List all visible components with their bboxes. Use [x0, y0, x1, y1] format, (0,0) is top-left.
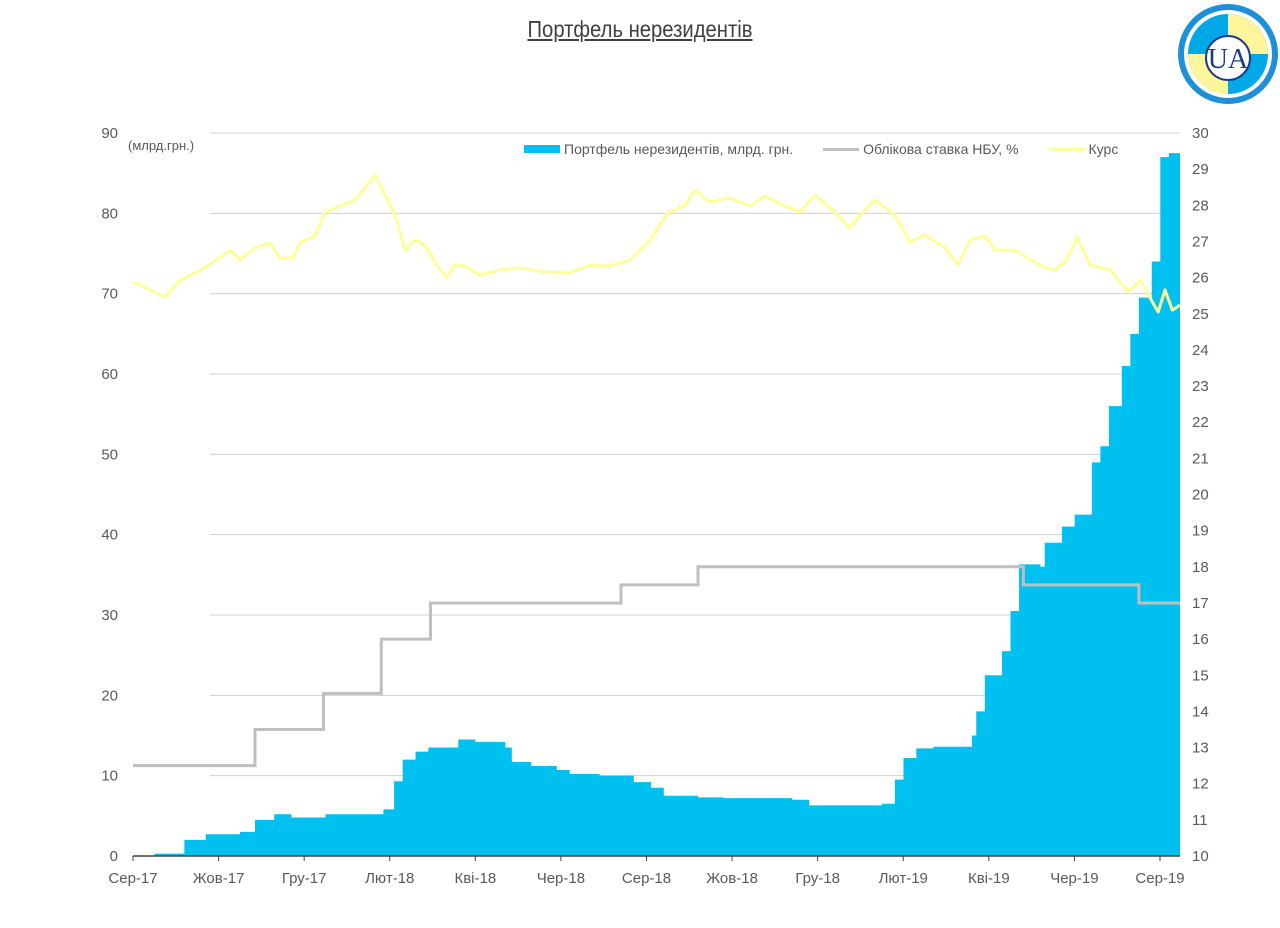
y-right-tick-label: 28	[1192, 197, 1209, 214]
y-right-tick-label: 21	[1192, 450, 1209, 467]
x-tick-label: Гру-18	[795, 870, 840, 887]
legend-label-kurs: Курс	[1088, 141, 1119, 157]
y-right-tick-label: 29	[1192, 161, 1209, 178]
y-right-tick-label: 23	[1192, 378, 1209, 395]
y-left-tick-label: 70	[101, 286, 118, 303]
legend-swatch-kurs	[1048, 147, 1085, 151]
legend-swatch-portfolio	[524, 145, 560, 153]
ua-logo: UA	[1178, 4, 1278, 104]
y-right-tick-label: 19	[1192, 523, 1209, 540]
legend-swatch-rate	[823, 147, 860, 151]
x-tick-label: Сер-19	[1135, 870, 1184, 887]
y-right-tick-label: 17	[1192, 595, 1209, 612]
y-left-tick-label: 20	[101, 687, 118, 704]
x-tick-label: Гру-17	[282, 870, 327, 887]
y-right-tick-label: 13	[1192, 740, 1209, 757]
x-tick-label: Кві-19	[968, 870, 1010, 887]
y-right-tick-label: 16	[1192, 631, 1209, 648]
y-right-tick-label: 14	[1192, 703, 1209, 720]
rate-line	[133, 565, 1180, 768]
left-axis-unit: (млрд.грн.)	[128, 138, 195, 153]
x-tick-label: Кві-18	[454, 870, 496, 887]
x-tick-label: Чер-19	[1050, 870, 1098, 887]
chart-title: Портфель нерезидентів	[527, 16, 753, 42]
y-left-tick-label: 60	[101, 366, 118, 383]
legend-item-kurs: Курс	[1048, 141, 1119, 157]
y-left-tick-label: 80	[101, 205, 118, 222]
x-tick-label: Сер-17	[108, 870, 157, 887]
y-right-tick-label: 30	[1192, 125, 1209, 142]
y-right-tick-label: 15	[1192, 667, 1209, 684]
y-right-tick-label: 20	[1192, 487, 1209, 504]
legend-item-portfolio: Портфель нерезидентів, млрд. грн.	[524, 141, 793, 157]
x-tick-label: Жов-17	[193, 870, 245, 887]
portfolio-area	[133, 153, 1180, 857]
legend-label-rate: Облікова ставка НБУ, %	[863, 141, 1019, 157]
y-right-tick-label: 22	[1192, 414, 1209, 431]
x-tick-label: Лют-19	[879, 870, 928, 887]
x-tick-label: Жов-18	[706, 870, 758, 887]
x-tick-label: Сер-18	[622, 870, 671, 887]
y-left-tick-label: 10	[101, 768, 118, 785]
y-right-tick-label: 27	[1192, 233, 1209, 250]
y-right-tick-label: 24	[1192, 342, 1209, 359]
kurs-line	[132, 173, 1181, 314]
y-right-tick-label: 26	[1192, 270, 1209, 287]
x-tick-label: Лют-18	[365, 870, 414, 887]
y-right-tick-label: 18	[1192, 559, 1209, 576]
y-left-tick-label: 40	[101, 527, 118, 544]
y-left-tick-label: 0	[110, 848, 118, 865]
y-right-tick-label: 12	[1192, 776, 1209, 793]
y-left-tick-label: 50	[101, 446, 118, 463]
legend: Портфель нерезидентів, млрд. грн. Обліко…	[524, 141, 1118, 157]
y-left-tick-label: 90	[101, 125, 118, 142]
y-right-tick-label: 11	[1192, 812, 1208, 829]
svg-text:UA: UA	[1208, 44, 1249, 75]
y-right-tick-label: 10	[1192, 848, 1209, 865]
y-left-tick-label: 30	[101, 607, 118, 624]
y-right-tick-label: 25	[1192, 306, 1209, 323]
legend-item-rate: Облікова ставка НБУ, %	[823, 141, 1019, 157]
x-tick-label: Чер-18	[537, 870, 585, 887]
legend-label-portfolio: Портфель нерезидентів, млрд. грн.	[564, 141, 794, 157]
